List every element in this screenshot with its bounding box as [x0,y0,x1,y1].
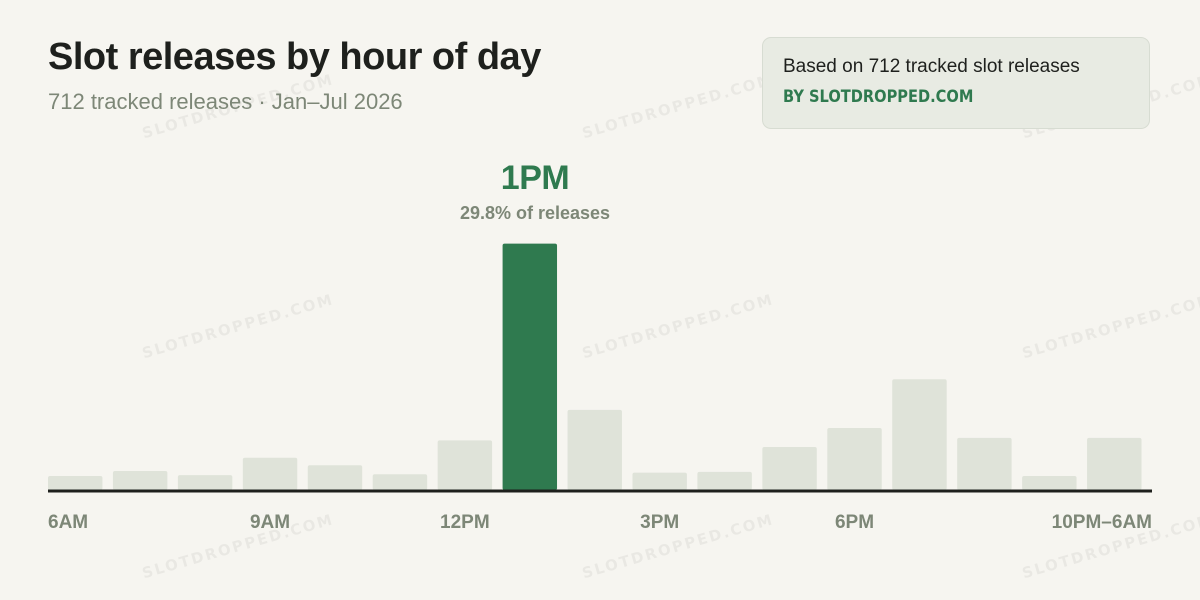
x-tick-label: 10PM–6AM [1052,512,1152,533]
bar [372,474,428,490]
chart-subtitle: 712 tracked releases · Jan–Jul 2026 [48,89,403,114]
x-tick-label: 6AM [48,512,88,533]
bar [177,475,233,490]
source-info-text: Based on 712 tracked slot releases [783,56,1080,77]
x-tick-label: 9AM [250,512,290,533]
bar [1087,437,1142,490]
bar [1022,475,1077,490]
chart-title: Slot releases by hour of day [48,36,541,78]
bar [632,472,687,490]
bar [48,475,103,490]
bar [762,447,817,490]
bar [567,409,622,490]
bar [307,465,363,490]
bar [827,428,882,490]
x-tick-label: 3PM [640,512,679,533]
peak-percent-label: 29.8% of releases [459,203,611,223]
peak-hour-label: 1PM [500,159,570,197]
bar [437,440,493,490]
bar [957,437,1012,490]
bar [697,471,752,490]
x-tick-label: 6PM [835,512,874,533]
bar [242,457,298,490]
x-tick-label: 12PM [440,512,490,533]
bar-highlight [502,243,558,490]
brand-credit: BY SLOTDROPPED.COM [783,87,974,107]
bar [892,379,947,490]
source-info-box: Based on 712 tracked slot releases BY SL… [762,37,1150,129]
bar [112,470,168,490]
